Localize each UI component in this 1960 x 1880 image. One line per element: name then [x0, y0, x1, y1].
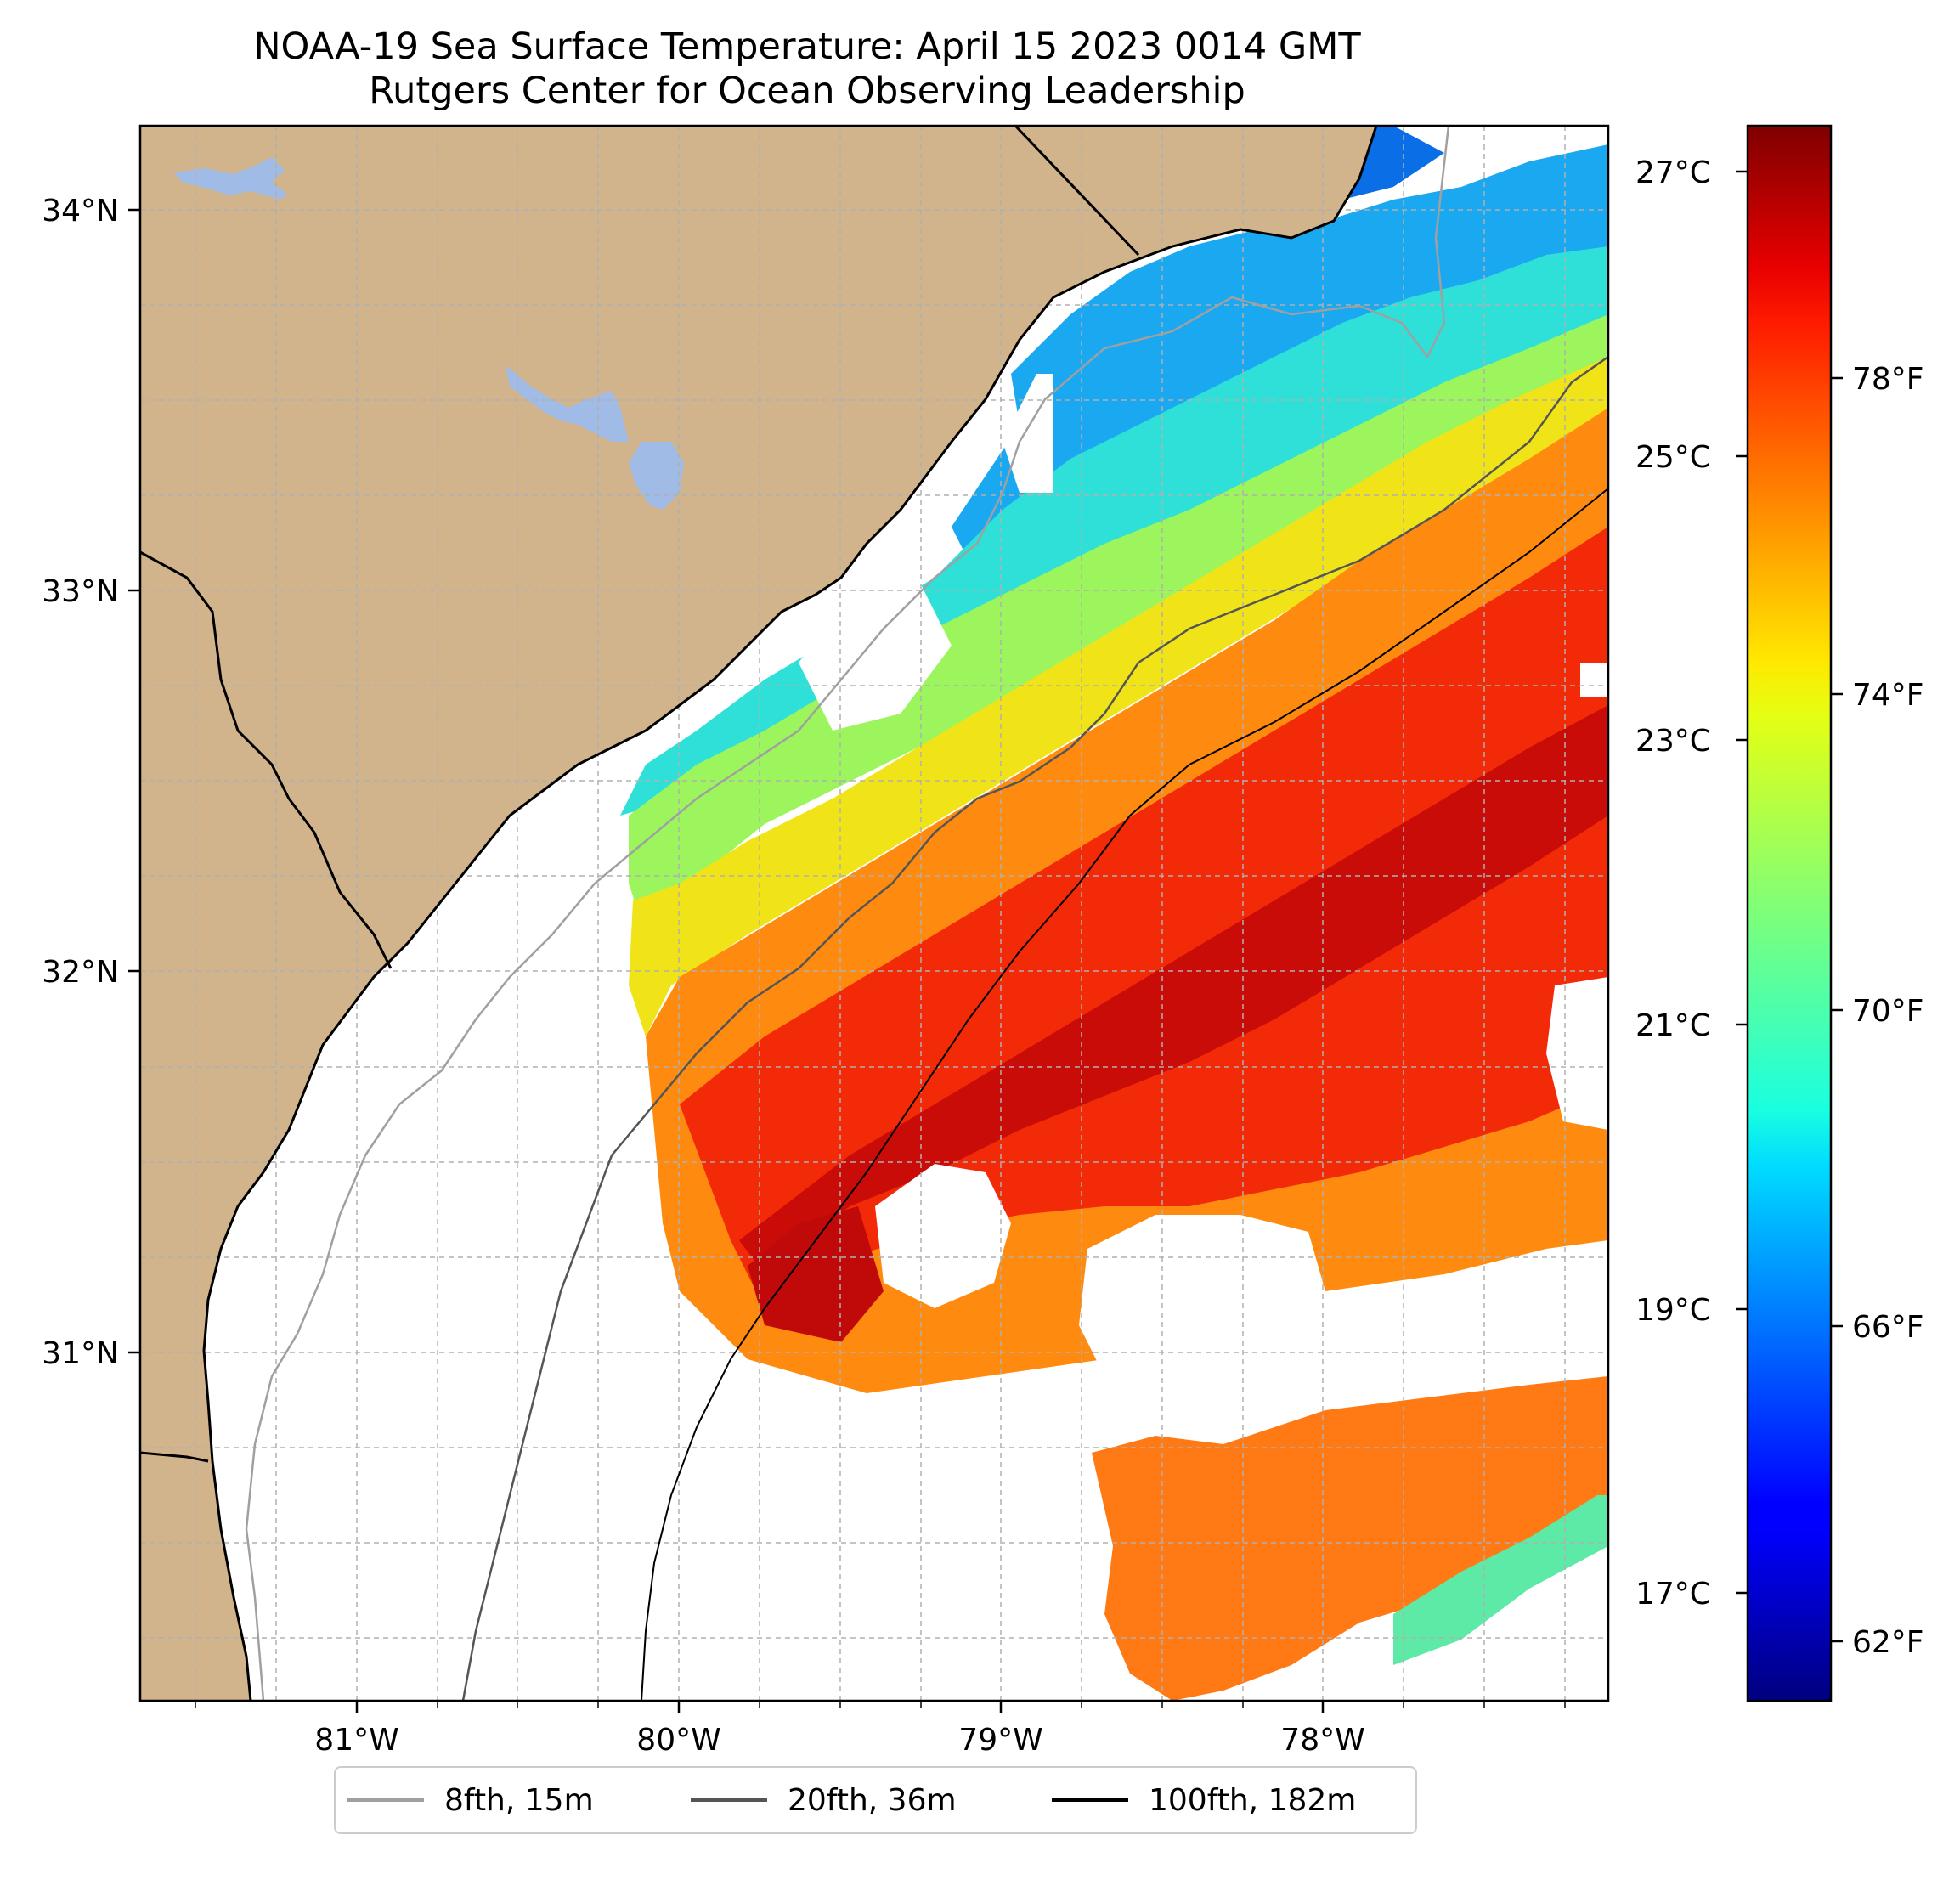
- isobath-182m: [641, 488, 1608, 1701]
- lake-marion: [506, 365, 629, 442]
- isobath-36m: [461, 355, 1608, 1701]
- colorbar-fahrenheit-ticks: [1831, 376, 1843, 1643]
- legend: 8fth, 15m 20fth, 36m 100fth, 182m: [334, 1766, 1417, 1834]
- land-mainland: [140, 126, 1376, 1701]
- map-subtitle: Rutgers Center for Ocean Observing Leade…: [369, 70, 1245, 112]
- fahrenheit-label-62: 62°F: [1852, 1625, 1924, 1660]
- map-title: NOAA-19 Sea Surface Temperature: April 1…: [253, 25, 1361, 68]
- colorbar-celsius-ticks: [1736, 170, 1748, 1595]
- coastline: [140, 126, 1378, 1701]
- cloud-gap-1: [875, 1164, 1011, 1308]
- lat-label-33n: 33°N: [42, 574, 119, 609]
- fahrenheit-label-78: 78°F: [1852, 362, 1924, 397]
- lat-label-32n: 32°N: [42, 955, 119, 990]
- legend-label-100fth: 100fth, 182m: [1149, 1782, 1357, 1818]
- fahrenheit-label-70: 70°F: [1852, 994, 1924, 1029]
- legend-item-100fth: 100fth, 182m: [1052, 1768, 1356, 1832]
- map-ticks: [128, 208, 1325, 1713]
- sst-field: [620, 126, 1608, 1701]
- legend-label-20fth: 20fth, 36m: [788, 1782, 957, 1818]
- colorbar: [1746, 124, 1833, 1702]
- state-border: [1014, 126, 1140, 257]
- map-frame: [138, 124, 1610, 1702]
- legend-item-8fth: 8fth, 15m: [347, 1768, 594, 1832]
- sst-darkred-core: [739, 705, 1608, 1274]
- lat-label-34n: 34°N: [42, 194, 119, 229]
- legend-label-8fth: 8fth, 15m: [444, 1782, 594, 1818]
- sst-south-cyan-edge: [1393, 1495, 1608, 1665]
- lat-labels: 34°N 33°N 32°N 31°N: [42, 194, 119, 1371]
- legend-swatch-20fth: [691, 1798, 767, 1802]
- land: [140, 126, 1376, 1701]
- lat-label-31n: 31°N: [42, 1336, 119, 1371]
- lon-label-80w: 80°W: [636, 1723, 720, 1758]
- celsius-label-21: 21°C: [1635, 1008, 1711, 1043]
- sst-south-patch: [1092, 1376, 1608, 1701]
- isobaths: [245, 126, 1608, 1701]
- lake-north: [174, 157, 287, 200]
- isobath-15m: [245, 126, 1450, 1701]
- lon-label-81w: 81°W: [314, 1723, 398, 1758]
- gridlines: [140, 126, 1608, 1701]
- sst-yellow-band: [629, 357, 1608, 1036]
- fahrenheit-label-74: 74°F: [1852, 678, 1924, 713]
- sst-southwest-core: [748, 1206, 884, 1342]
- legend-item-20fth: 20fth, 36m: [691, 1768, 957, 1832]
- fahrenheit-label-66: 66°F: [1852, 1310, 1924, 1345]
- lake-moultrie: [629, 442, 684, 510]
- cloud-gap-4: [799, 578, 952, 731]
- sst-green-band: [629, 314, 1608, 934]
- celsius-label-23: 23°C: [1635, 724, 1711, 759]
- cloud-gap-5: [1580, 663, 1608, 697]
- celsius-label-25: 25°C: [1635, 440, 1711, 475]
- legend-swatch-8fth: [347, 1798, 424, 1802]
- lon-label-79w: 79°W: [958, 1723, 1042, 1758]
- celsius-label-19: 19°C: [1635, 1293, 1711, 1328]
- coast-line: [202, 126, 1378, 1701]
- legend-swatch-100fth: [1052, 1798, 1128, 1802]
- map-panel: [140, 126, 1608, 1701]
- map-minor-ticks: [195, 1701, 1566, 1708]
- lon-labels: 81°W 80°W 79°W 78°W: [314, 1723, 1364, 1758]
- celsius-label-27: 27°C: [1635, 155, 1711, 190]
- lakes: [174, 157, 684, 510]
- celsius-labels: 27°C 25°C 23°C 21°C 19°C 17°C: [1635, 155, 1711, 1612]
- river-savannah: [140, 550, 393, 969]
- lon-label-78w: 78°W: [1280, 1723, 1364, 1758]
- state-border-south: [140, 1451, 209, 1463]
- sst-red-core: [680, 527, 1608, 1308]
- fahrenheit-labels: 78°F 74°F 70°F 66°F 62°F: [1852, 362, 1924, 1660]
- celsius-label-17: 17°C: [1635, 1577, 1711, 1612]
- cloud-gap-3: [1003, 374, 1053, 493]
- cloud-gap-6: [1546, 977, 1608, 1130]
